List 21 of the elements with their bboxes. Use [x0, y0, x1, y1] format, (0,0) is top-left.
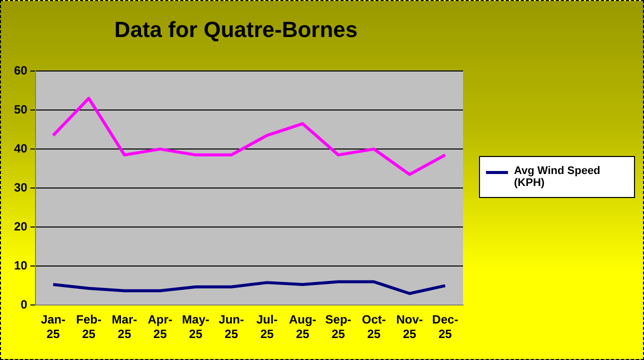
x-tick-label: Jun-25 [218, 312, 244, 342]
x-tick-label: Sep-25 [325, 312, 352, 342]
y-tick-label: 50 [14, 102, 28, 116]
y-tick-label: 10 [14, 258, 28, 272]
x-tick-label: Feb-25 [76, 312, 102, 342]
y-tick-label: 20 [14, 219, 28, 234]
y-tick-label: 60 [14, 63, 28, 78]
x-tick-label: Nov-25 [396, 312, 423, 342]
y-tick-label: 0 [20, 298, 28, 312]
y-tick-label: 40 [14, 141, 28, 156]
x-tick-label: May-25 [182, 312, 210, 342]
x-tick-label: Aug-25 [288, 312, 316, 342]
legend-label: Avg Wind Speed (KPH) [514, 165, 602, 189]
x-tick-label: Jan-25 [40, 312, 66, 342]
x-tick-label: Apr-25 [148, 312, 172, 342]
chart-title: Data for Quatre-Bornes [113, 17, 359, 43]
y-tick-label: 30 [14, 180, 28, 194]
x-tick-label: Dec-25 [432, 312, 458, 342]
x-tick-label: Jul-25 [256, 312, 278, 342]
x-tick-label: Oct-25 [362, 312, 386, 342]
x-tick-label: Mar-25 [112, 312, 138, 342]
